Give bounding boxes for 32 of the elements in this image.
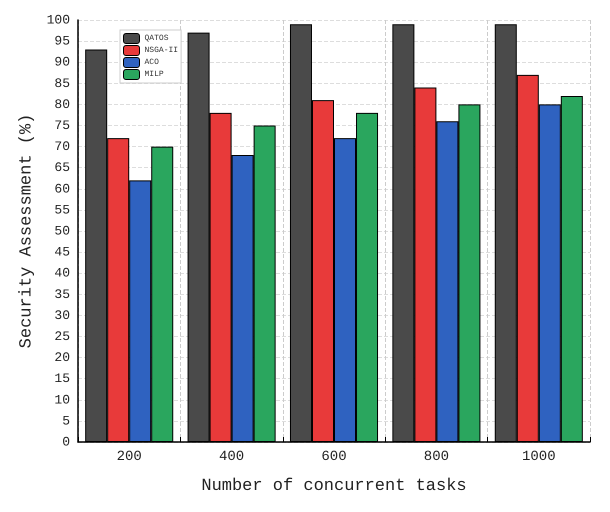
y-tick-label: 70 xyxy=(54,139,70,154)
y-tick-label: 5 xyxy=(62,413,70,428)
y-tick-label: 100 xyxy=(46,12,70,28)
legend-label: QATOS xyxy=(144,34,169,43)
x-tick-label: 800 xyxy=(424,449,450,465)
y-tick-label: 50 xyxy=(54,224,70,238)
y-tick-label: 15 xyxy=(54,371,70,386)
y-tick-label: 25 xyxy=(54,329,70,344)
legend-label: NSGA-II xyxy=(144,46,178,55)
y-tick-label: 75 xyxy=(54,118,70,133)
x-tick-label: 600 xyxy=(321,449,347,465)
y-tick-label: 55 xyxy=(54,202,70,218)
x-tick-label: 400 xyxy=(218,449,244,465)
y-tick-label: 10 xyxy=(54,392,70,408)
y-tick-label: 20 xyxy=(54,350,70,366)
y-tick-label: 30 xyxy=(54,308,70,323)
y-tick-label: 65 xyxy=(54,160,70,176)
y-tick-label: 0 xyxy=(62,434,70,450)
y-tick-label: 60 xyxy=(54,181,70,196)
y-tick-label: 85 xyxy=(54,76,70,91)
y-axis-title: Security Assessment (%) xyxy=(18,114,37,348)
legend-label: MILP xyxy=(144,70,164,79)
legend-label: ACO xyxy=(144,58,160,67)
y-tick-label: 45 xyxy=(54,244,70,260)
x-axis-title: Number of concurrent tasks xyxy=(201,477,467,496)
y-tick-label: 35 xyxy=(54,286,70,302)
x-tick-label: 1000 xyxy=(522,449,556,465)
x-tick-label: 200 xyxy=(116,449,142,465)
y-tick-label: 90 xyxy=(54,54,70,70)
y-tick-label: 95 xyxy=(54,34,70,49)
y-tick-label: 80 xyxy=(54,96,70,112)
y-tick-label: 40 xyxy=(54,266,70,281)
